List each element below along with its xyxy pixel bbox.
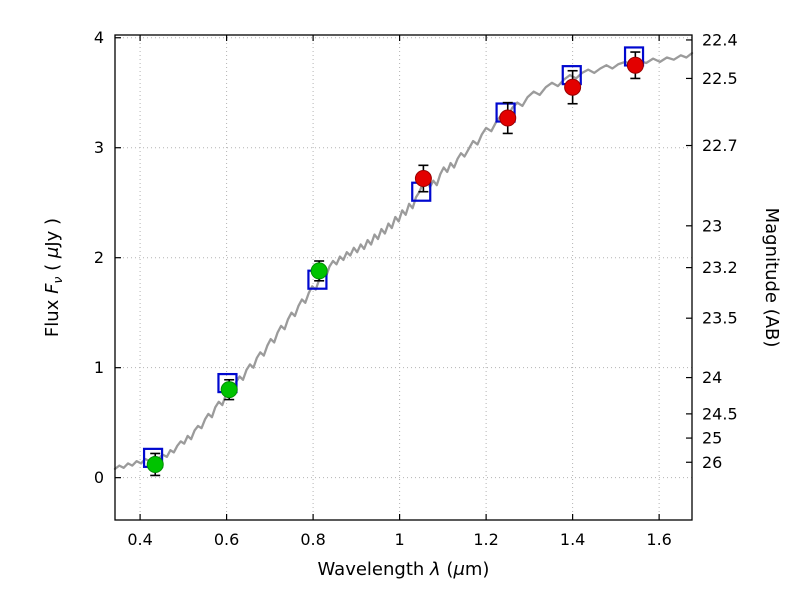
data-point-marker — [564, 78, 582, 96]
y-tick-label-left: 0 — [94, 468, 104, 487]
x-tick-label: 1.6 — [646, 530, 671, 549]
data-point-marker — [626, 56, 644, 74]
y-axis-label-right: Magnitude (AB) — [761, 208, 782, 348]
y-tick-label-left: 3 — [94, 138, 104, 157]
y-tick-label-right: 24.5 — [702, 404, 738, 423]
y-tick-label-left: 1 — [94, 358, 104, 377]
y-tick-label-right: 23.5 — [702, 309, 738, 328]
data-point-marker — [499, 109, 517, 127]
x-tick-label: 0.6 — [214, 530, 239, 549]
data-point-marker — [414, 170, 432, 188]
y-tick-label-right: 22.5 — [702, 69, 738, 88]
axis-ticks — [115, 35, 692, 520]
data-point-marker — [220, 381, 238, 399]
grid — [115, 35, 692, 520]
y-tick-label-right: 22.4 — [702, 30, 738, 49]
y-tick-label-right: 23.2 — [702, 258, 738, 277]
observed-infrared — [414, 51, 644, 193]
axes-frame — [114, 34, 693, 521]
x-tick-label: 1 — [395, 530, 405, 549]
y-tick-label-left: 4 — [94, 28, 104, 47]
y-tick-label-right: 23 — [702, 216, 722, 235]
y-tick-label-right: 26 — [702, 453, 722, 472]
x-tick-label: 1.2 — [473, 530, 498, 549]
data-point-marker — [146, 455, 164, 473]
y-tick-label-right: 22.7 — [702, 136, 738, 155]
y-tick-label-right: 25 — [702, 429, 722, 448]
x-axis-label: Wavelength λ (μm) — [318, 559, 490, 580]
observed-optical — [146, 260, 328, 477]
x-tick-label: 1.4 — [560, 530, 585, 549]
model-photometry — [142, 46, 645, 468]
y-axis-label-left: Flux Fν ( μJy ) — [42, 218, 65, 337]
data-point-marker — [310, 262, 328, 280]
x-tick-label: 0.4 — [127, 530, 152, 549]
model-spectrum-line — [113, 51, 694, 471]
y-tick-label-left: 2 — [94, 248, 104, 267]
x-tick-label: 0.8 — [300, 530, 325, 549]
y-tick-label-right: 24 — [702, 368, 722, 387]
